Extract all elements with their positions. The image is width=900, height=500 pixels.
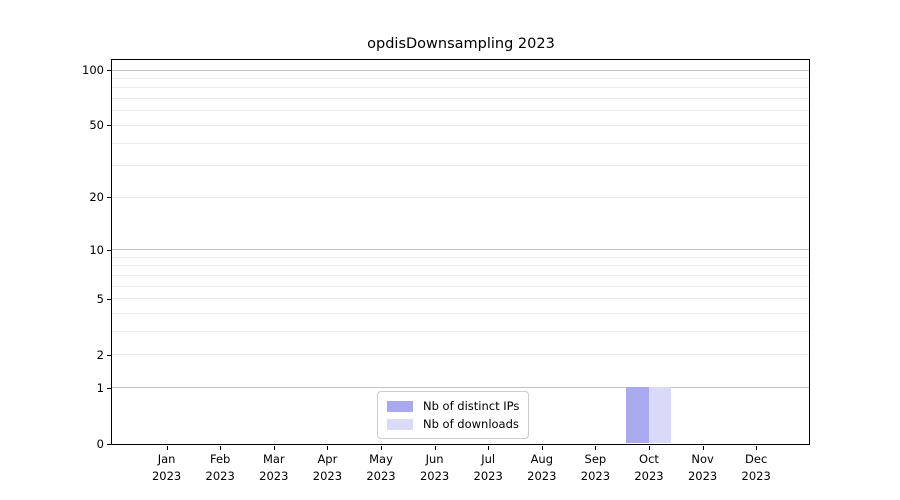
minor-gridline (112, 196, 809, 198)
legend-label: Nb of downloads (423, 417, 519, 431)
x-tick-label: Apr 2023 (287, 451, 367, 484)
x-tick-mark (381, 445, 382, 450)
legend-swatch (387, 400, 413, 412)
x-tick-mark (220, 445, 222, 450)
y-tick-mark (107, 444, 111, 445)
minor-gridline (112, 331, 809, 333)
minor-gridline (112, 354, 809, 356)
x-tick-year: 2023 (580, 468, 611, 483)
x-tick-year: 2023 (741, 468, 771, 483)
x-tick-mark (488, 445, 490, 450)
legend-swatch (387, 418, 413, 430)
y-tick-mark (107, 387, 111, 389)
x-tick-month: Aug (530, 452, 554, 466)
x-tick-month: Jun (425, 452, 444, 466)
x-tick-year: 2023 (151, 468, 182, 483)
minor-gridline (112, 285, 809, 287)
x-tick-month: Nov (691, 452, 714, 466)
x-tick-label: Dec 2023 (716, 451, 796, 484)
x-tick-month: May (369, 452, 393, 466)
bar-distinct-ips (626, 387, 649, 444)
x-tick-month: Sep (584, 452, 607, 466)
x-tick-label: Jul 2023 (448, 451, 528, 484)
x-tick-year: 2023 (366, 468, 396, 483)
x-tick-month: Apr (317, 452, 338, 466)
x-tick-label: Oct 2023 (609, 451, 689, 484)
y-tick-mark (107, 197, 111, 199)
x-tick-label: Feb 2023 (180, 451, 260, 484)
y-tick-label: 100 (82, 63, 104, 77)
minor-gridline (112, 87, 809, 89)
chart-title: opdisDownsampling 2023 (367, 36, 555, 52)
major-gridline (112, 249, 809, 251)
x-tick-year: 2023 (312, 468, 343, 483)
minor-gridline (112, 298, 809, 300)
x-tick-label: Nov 2023 (663, 451, 743, 484)
x-tick-mark (595, 445, 597, 450)
legend-item: Nb of distinct IPs (387, 397, 519, 415)
minor-gridline (112, 165, 809, 167)
minor-gridline (112, 313, 809, 315)
legend-item: Nb of downloads (387, 415, 519, 433)
y-tick-label: 50 (89, 118, 104, 133)
x-tick-year: 2023 (205, 468, 235, 483)
x-tick-label: Jun 2023 (395, 451, 475, 484)
x-tick-mark (273, 445, 275, 450)
x-tick-mark (541, 445, 543, 450)
x-tick-label: Sep 2023 (555, 451, 635, 484)
minor-gridline (112, 110, 809, 112)
legend: Nb of distinct IPs Nb of downloads (377, 391, 530, 439)
y-tick-label: 2 (96, 347, 104, 362)
x-tick-mark (327, 445, 329, 450)
x-tick-label: Aug 2023 (502, 451, 582, 484)
minor-gridline (112, 265, 809, 267)
minor-gridline (112, 124, 809, 126)
x-tick-mark (166, 445, 168, 450)
x-tick-year: 2023 (527, 468, 557, 483)
plot-area (111, 59, 810, 445)
y-tick-mark (107, 125, 111, 127)
y-tick-label: 0 (96, 437, 104, 451)
x-tick-mark (756, 445, 758, 450)
x-tick-year: 2023 (473, 468, 503, 483)
minor-gridline (112, 77, 809, 79)
x-tick-month: Jan (157, 452, 176, 466)
x-tick-month: Jul (481, 452, 496, 466)
x-tick-month: Dec (745, 452, 768, 466)
x-tick-year: 2023 (687, 468, 718, 483)
minor-gridline (112, 142, 809, 144)
x-tick-month: Feb (210, 452, 231, 466)
x-tick-mark (702, 445, 704, 450)
x-tick-label: May 2023 (341, 451, 421, 484)
major-gridline (112, 69, 809, 71)
x-tick-month: Mar (262, 452, 285, 466)
x-tick-label: Jan 2023 (127, 451, 207, 484)
minor-gridline (112, 274, 809, 276)
x-tick-year: 2023 (634, 468, 664, 483)
x-tick-year: 2023 (259, 468, 289, 483)
y-tick-mark (107, 298, 111, 300)
x-tick-year: 2023 (419, 468, 450, 483)
bar-downloads (648, 387, 671, 444)
y-tick-mark (107, 70, 111, 71)
x-tick-label: Mar 2023 (234, 451, 314, 484)
x-tick-mark (434, 445, 436, 450)
major-gridline (112, 387, 809, 389)
x-tick-month: Oct (639, 452, 659, 466)
x-tick-mark (649, 445, 650, 450)
y-tick-mark (107, 249, 111, 251)
y-tick-label: 1 (96, 380, 104, 395)
minor-gridline (112, 98, 809, 100)
y-tick-label: 20 (89, 190, 104, 205)
y-tick-label: 5 (96, 291, 104, 306)
y-tick-mark (107, 354, 111, 356)
legend-label: Nb of distinct IPs (423, 399, 520, 413)
minor-gridline (112, 256, 809, 258)
y-tick-label: 10 (89, 242, 104, 257)
